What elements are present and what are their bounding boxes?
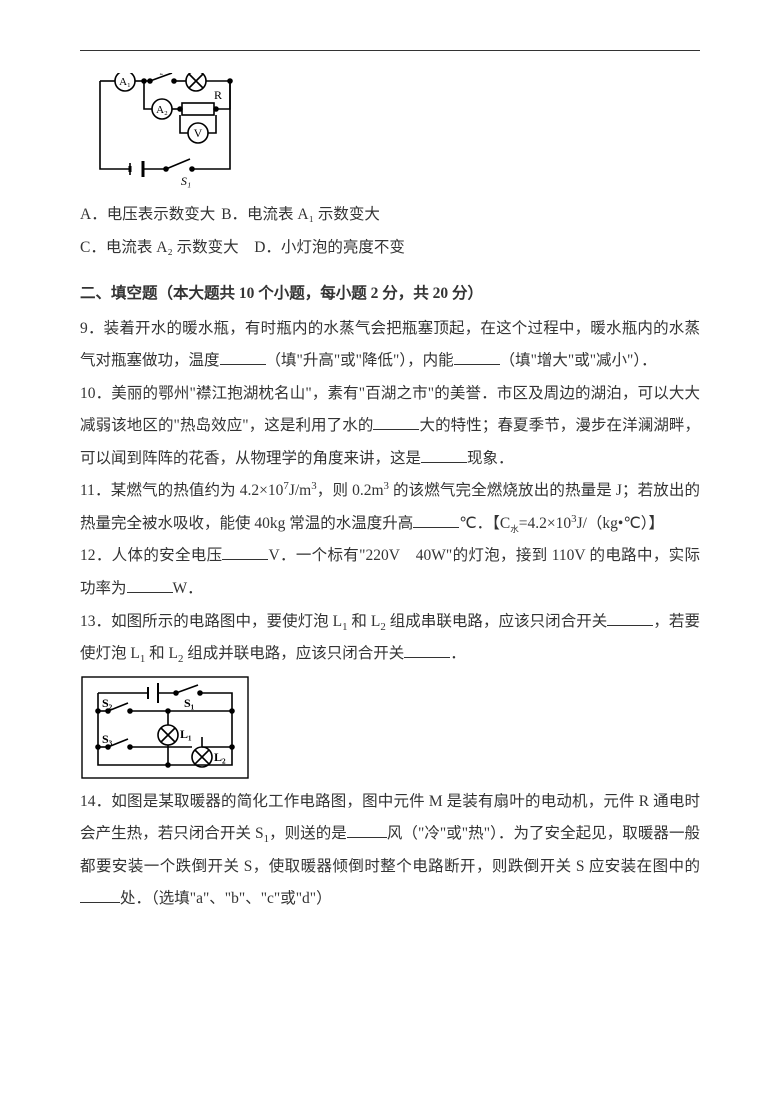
q13-text-e: 组成并联电路，应该只闭合开关 xyxy=(183,645,404,662)
circuit-diagram-2: S₂ S₁ S₃ L₁ L₂ xyxy=(80,675,700,780)
choices-line-2: C．电流表 A₂ 示数变大 D．小灯泡的亮度不变 xyxy=(80,232,700,265)
blank xyxy=(404,642,450,659)
section-2-title: 二、填空题（本大题共 10 个小题，每小题 2 分，共 20 分） xyxy=(80,278,700,311)
q11-text-f: ℃．【C xyxy=(459,515,510,532)
blank xyxy=(373,414,419,431)
q12-text-a: 12．人体的安全电压 xyxy=(80,547,222,564)
q13-text-b2: 和 L xyxy=(145,645,178,662)
choice-a: A．电压表示数变大 xyxy=(80,206,215,223)
question-10: 10．美丽的鄂州"襟江抱湖枕名山"，素有"百湖之市"的美誉．市区及周边的湖泊，可… xyxy=(80,378,700,476)
svg-text:S₂: S₂ xyxy=(153,73,164,75)
q10-text-c: 现象． xyxy=(467,450,514,467)
choice-c: C．电流表 A₂ 示数变大 xyxy=(80,239,239,256)
q11-text-d: 的该燃气完全燃烧放出的热量是 xyxy=(389,482,612,499)
question-11: 11．某燃气的热值约为 4.2×107J/m3，则 0.2m3 的该燃气完全燃烧… xyxy=(80,475,700,540)
q14-text-d: 处．（选填"a"、"b"、"c"或"d"） xyxy=(120,890,332,907)
svg-text:A₁: A₁ xyxy=(119,76,131,88)
svg-text:L₂: L₂ xyxy=(214,750,226,764)
q13-text-c: 组成串联电路，应该只闭合开关 xyxy=(386,613,608,630)
q13-text-a: 13．如图所示的电路图中，要使灯泡 L xyxy=(80,613,342,630)
question-13: 13．如图所示的电路图中，要使灯泡 L1 和 L2 组成串联电路，应该只闭合开关… xyxy=(80,606,700,671)
q11-text-g: =4.2×10 xyxy=(519,515,571,532)
blank xyxy=(454,349,500,366)
q14-text-b: ，则送的是 xyxy=(269,825,347,842)
blank xyxy=(421,446,467,463)
blank xyxy=(347,822,387,839)
svg-text:S₂: S₂ xyxy=(102,696,113,710)
blank xyxy=(220,349,266,366)
q11-text-a: 11．某燃气的热值约为 4.2×10 xyxy=(80,482,283,499)
blank xyxy=(127,577,173,594)
circuit-svg-1: A₁ A₂ V S₂ L R S₁ xyxy=(80,73,245,191)
circuit-svg-2: S₂ S₁ S₃ L₁ L₂ xyxy=(80,675,250,780)
choice-b: B．电流表 A₁ 示数变大 xyxy=(221,206,380,223)
sub-water: 水 xyxy=(510,524,519,534)
q13-text-f: ． xyxy=(450,645,466,662)
q11-text-h: J/（kg•℃）】 xyxy=(577,515,664,532)
svg-text:R: R xyxy=(214,88,222,102)
choices-line-1: A．电压表示数变大 B．电流表 A₁ 示数变大 xyxy=(80,199,700,232)
svg-text:S₁: S₁ xyxy=(184,696,195,710)
svg-text:S₃: S₃ xyxy=(102,732,113,746)
question-14: 14．如图是某取暖器的简化工作电路图，图中元件 M 是装有扇叶的电动机，元件 R… xyxy=(80,786,700,916)
blank xyxy=(80,887,120,904)
blank xyxy=(222,544,268,561)
svg-text:S₁: S₁ xyxy=(181,174,191,188)
top-rule xyxy=(80,50,700,51)
q9-text-c: （填"增大"或"减小"）． xyxy=(500,352,657,369)
q9-text-b: （填"升高"或"降低"），内能 xyxy=(266,352,454,369)
circuit-diagram-1: A₁ A₂ V S₂ L R S₁ xyxy=(80,73,700,191)
svg-text:L: L xyxy=(208,73,215,76)
question-12: 12．人体的安全电压V．一个标有"220V 40W"的灯泡，接到 110V 的电… xyxy=(80,540,700,605)
q13-text-b: 和 L xyxy=(348,613,381,630)
blank xyxy=(607,609,653,626)
svg-text:A₂: A₂ xyxy=(156,104,168,116)
q11-text-b: J/m xyxy=(289,482,311,499)
document-page: A₁ A₂ V S₂ L R S₁ A．电压表示数变大 B．电流表 A₁ 示数变大… xyxy=(0,0,780,1103)
question-9: 9．装着开水的暖水瓶，有时瓶内的水蒸气会把瓶塞顶起，在这个过程中，暖水瓶内的水蒸… xyxy=(80,313,700,378)
q12-text-c: W． xyxy=(173,580,203,597)
choice-d: D．小灯泡的亮度不变 xyxy=(254,239,405,256)
svg-text:V: V xyxy=(194,126,203,140)
q11-text-c: ，则 0.2m xyxy=(317,482,384,499)
blank xyxy=(413,511,459,528)
svg-text:L₁: L₁ xyxy=(180,727,192,741)
